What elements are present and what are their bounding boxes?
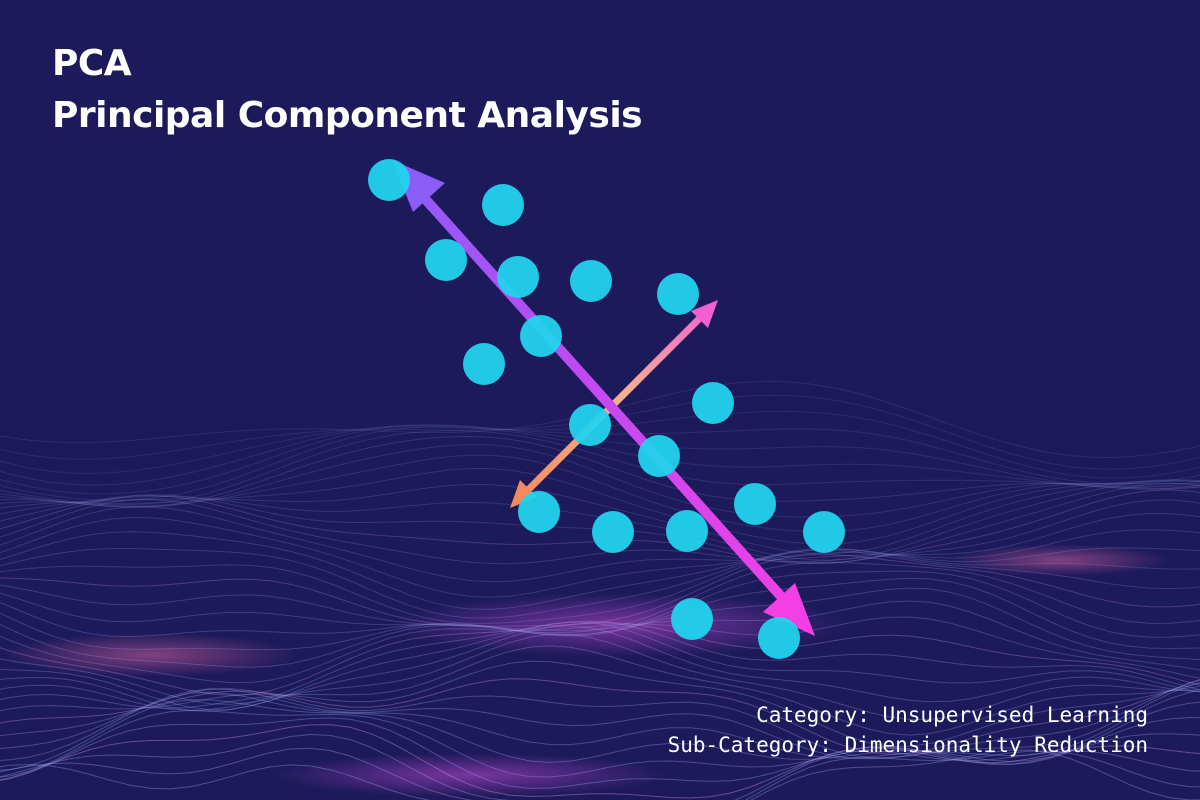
data-point-icon xyxy=(592,511,634,553)
wave-contour-line xyxy=(0,682,1200,760)
data-points xyxy=(368,159,845,659)
data-point-icon xyxy=(734,483,776,525)
data-point-icon xyxy=(520,315,562,357)
wave-contour-line xyxy=(0,570,1200,638)
wave-contour-line xyxy=(0,660,1200,747)
data-point-icon xyxy=(368,159,410,201)
data-point-icon xyxy=(497,256,539,298)
category-label: Category: Unsupervised Learning xyxy=(756,703,1148,727)
wave-contour-line xyxy=(0,600,1200,671)
wave-contour-line xyxy=(0,531,1200,610)
data-point-icon xyxy=(570,260,612,302)
data-point-icon xyxy=(638,435,680,477)
wave-contour-line xyxy=(0,724,1200,799)
wave-contour-line xyxy=(0,679,1200,759)
meta-block: Category: Unsupervised Learning Sub-Cate… xyxy=(668,700,1148,760)
wave-contour-line xyxy=(0,709,1200,778)
wave-contour-line xyxy=(0,633,1200,720)
wave-contour-line xyxy=(0,479,1200,555)
wave-contour-line xyxy=(0,498,1200,565)
surface-glows xyxy=(0,544,1170,797)
wave-contour-line xyxy=(0,547,1200,619)
wave-contour-line xyxy=(0,426,1200,501)
wave-contour-line xyxy=(0,454,1200,532)
data-point-icon xyxy=(671,598,713,640)
wave-contour-line xyxy=(0,554,1200,627)
data-point-icon xyxy=(666,510,708,552)
wave-contour-line xyxy=(0,616,1200,684)
wave-contour-line xyxy=(0,430,1200,506)
wave-contour-line xyxy=(0,516,1200,598)
data-point-icon xyxy=(463,343,505,385)
wave-contour-line xyxy=(0,561,1200,632)
wave-contour-line xyxy=(0,678,1200,755)
wave-contour-line xyxy=(0,622,1200,696)
wave-contour-line xyxy=(0,717,1200,789)
wave-contour-line xyxy=(0,435,1200,508)
data-point-icon xyxy=(518,491,560,533)
title-block: PCA Principal Component Analysis xyxy=(52,38,643,142)
wave-contour-line xyxy=(0,749,1200,800)
wave-contour-line xyxy=(0,747,1200,800)
wave-contour-line xyxy=(0,625,1200,712)
page-subtitle: Principal Component Analysis xyxy=(52,95,643,136)
wave-contour-line xyxy=(0,699,1200,771)
wave-contour-line xyxy=(0,443,1200,518)
data-point-icon xyxy=(657,273,699,315)
data-point-icon xyxy=(569,404,611,446)
data-point-icon xyxy=(803,511,845,553)
wave-contour-line xyxy=(0,506,1200,583)
principal-component-1-arrow xyxy=(392,160,815,636)
page-title: PCA xyxy=(52,43,132,84)
data-point-icon xyxy=(482,184,524,226)
data-point-icon xyxy=(758,617,800,659)
wave-contour-line xyxy=(0,621,1200,711)
data-point-icon xyxy=(425,239,467,281)
wave-contour-line xyxy=(0,690,1200,761)
wave-contour-line xyxy=(0,577,1200,650)
wave-contour-line xyxy=(0,620,1200,705)
data-point-icon xyxy=(692,382,734,424)
wave-contour-line xyxy=(0,587,1200,661)
wave-contour-line xyxy=(0,733,1200,800)
wave-contour-line xyxy=(0,549,1200,624)
wave-contour-line xyxy=(0,468,1200,545)
sub-category-label: Sub-Category: Dimensionality Reduction xyxy=(667,733,1148,757)
wave-contour-line xyxy=(0,645,1200,736)
